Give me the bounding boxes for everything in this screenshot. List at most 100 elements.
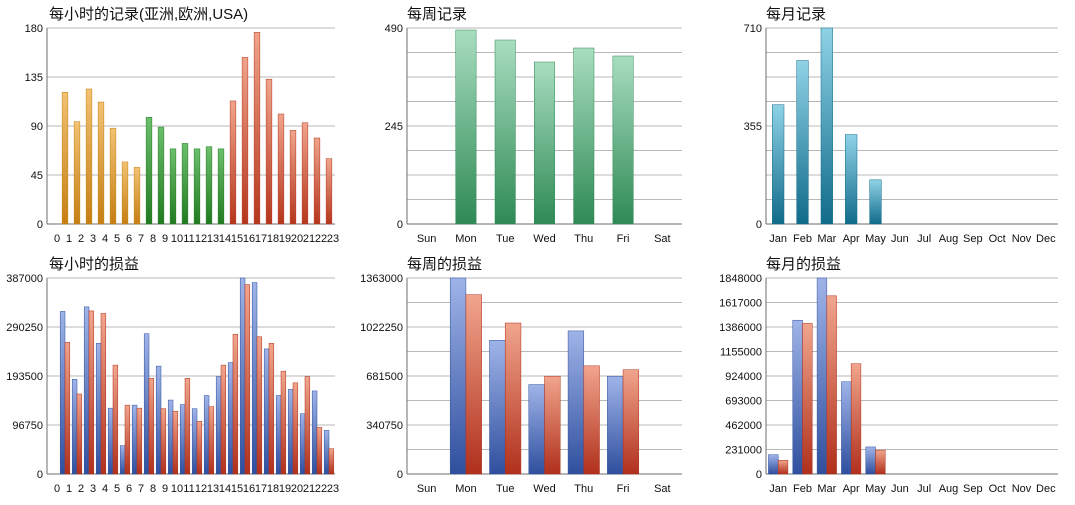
bar [143,333,150,475]
bar [85,88,93,225]
x-tick-label: Mon [455,233,476,245]
bar [251,282,258,475]
y-tick-label: 710 [744,23,762,35]
bar [148,378,155,475]
x-tick-label: Tue [496,233,515,245]
y-tick-label: 340750 [366,420,403,432]
bar [583,365,600,475]
x-tick-label: 5 [114,483,120,495]
y-tick-label: 1386000 [719,322,762,334]
bar [155,365,162,475]
bar [567,330,585,475]
x-tick-label: Sun [417,483,437,495]
x-tick-label: 6 [126,483,132,495]
y-tick-label: 0 [37,219,43,231]
bar [107,407,114,475]
bar [109,127,117,225]
x-tick-label: 5 [114,233,120,245]
bar [76,393,83,475]
x-tick-label: 22 [315,483,327,495]
x-tick-label: 13 [207,483,219,495]
x-tick-label: 14 [219,483,231,495]
x-tick-label: Sep [963,233,983,245]
x-tick-label: 7 [138,483,144,495]
bar [217,148,225,225]
bar [301,122,309,225]
bar [172,410,179,475]
y-tick-label: 1617000 [719,298,762,310]
x-tick-label: 7 [138,233,144,245]
bar [826,295,837,475]
x-tick-label: Sep [963,483,983,495]
bar [768,454,779,475]
x-tick-label: 12 [195,233,207,245]
bar [802,323,813,475]
y-tick-label: 387000 [6,273,43,285]
x-tick-label: Aug [939,483,959,495]
y-tick-label: 0 [397,219,403,231]
x-tick-label: 4 [102,483,108,495]
x-tick-label: Apr [843,483,860,495]
bar [304,376,311,475]
y-tick-label: 180 [25,23,43,35]
y-tick-label: 96750 [12,420,43,432]
y-tick-label: 193500 [6,371,43,383]
y-tick-label: 90 [31,121,43,133]
x-tick-label: Fri [617,483,630,495]
x-tick-label: 9 [162,233,168,245]
x-tick-label: Jun [891,233,909,245]
x-tick-label: 8 [150,233,156,245]
bar [184,378,191,475]
bar [100,313,107,475]
bar [88,310,95,475]
x-tick-label: 16 [243,483,255,495]
bar [73,121,81,225]
bar [191,408,198,475]
bar [504,322,522,475]
x-tick-label: 1 [66,233,72,245]
bar [534,61,555,225]
chart-weekly-records: 每周记录 0 245 490 Sun Mon Tue Wed Thu Fri Sat [385,6,682,245]
y-tick-label: 290250 [6,322,43,334]
y-tick-label: 1155000 [720,347,762,359]
x-tick-label: Feb [793,233,812,245]
bar [316,427,323,475]
chart-plot: 0 231000 462000 693000 924000 1155000 1386000 1… [719,273,1058,495]
y-tick-label: 0 [756,469,762,481]
y-tick-label: 462000 [725,420,762,432]
bar [220,364,227,475]
bar [777,459,789,475]
bar [203,395,210,475]
x-tick-label: Sat [654,483,671,495]
chart-title: 每周记录 [407,6,467,23]
y-tick-label: 1022250 [360,322,403,334]
y-tick-label: 231000 [725,445,762,457]
chart-title: 每小时的损益 [49,256,139,273]
x-tick-label: May [865,233,886,245]
bar [83,306,90,475]
y-tick-label: 45 [31,170,43,182]
y-tick-label: 355 [744,121,762,133]
bar [181,143,189,225]
bar [239,277,246,475]
x-tick-label: 18 [267,483,279,495]
chart-title: 每月记录 [766,6,826,23]
bar [265,78,273,225]
chart-plot: 0 340750 681500 1022250 1363000 Sun Mon Tue Wed T… [360,273,682,495]
y-tick-label: 681500 [366,371,403,383]
x-tick-label: Wed [533,233,555,245]
bar [136,407,143,475]
x-tick-label: 20 [291,483,303,495]
bar [196,421,203,475]
bar [544,375,561,475]
x-tick-label: 20 [291,233,303,245]
bar [59,311,66,475]
bar [328,448,335,475]
bar [160,408,167,475]
bar [121,161,129,225]
bar [124,404,131,475]
